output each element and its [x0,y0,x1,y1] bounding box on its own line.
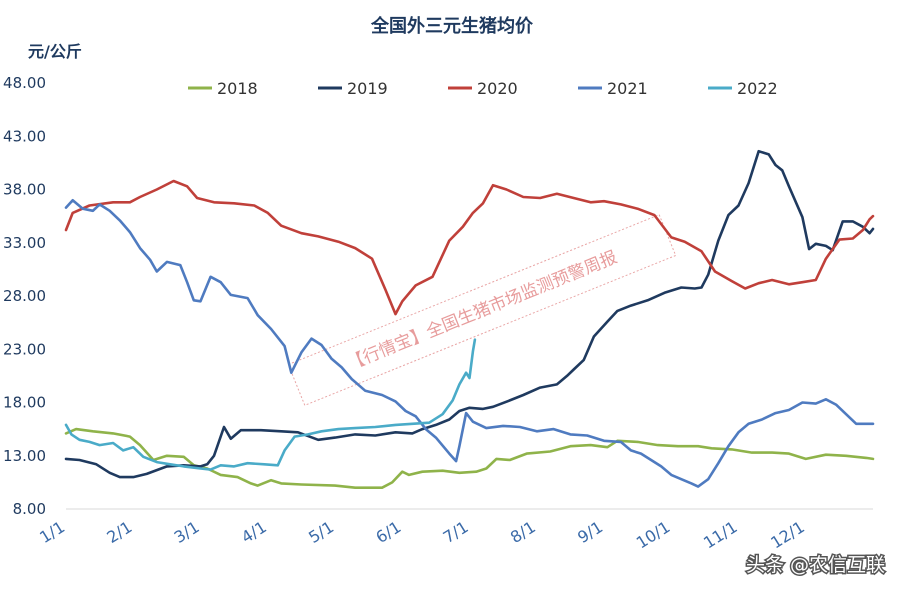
y-tick-label: 43.00 [3,127,46,145]
y-axis: 8.00 13.00 18.00 23.00 28.00 33.00 38.00 43.00 4… [3,74,46,518]
series-group [64,149,875,490]
series-line-2018 [64,427,875,490]
x-tick-label: 5/1 [305,517,337,547]
watermark-text: 【行情宝】全国生猪市场监测预警周报 [345,248,620,375]
x-axis: 1/1 2/1 3/1 4/1 5/1 6/1 7/1 8/1 9/1 10/1 11/1 12/1 [36,517,808,552]
series-line-2022 [64,338,477,471]
chart-title: 全国外三元生猪均价 [370,15,534,37]
x-tick-label: 7/1 [440,517,472,547]
x-tick-label: 4/1 [238,517,270,547]
y-tick-label: 18.00 [3,394,46,412]
y-tick-label: 13.00 [3,447,46,465]
x-tick-label: 8/1 [507,517,539,547]
legend-label-2018: 2018 [217,79,258,98]
legend-item-2021[interactable]: 2021 [578,79,648,98]
legend-item-2019[interactable]: 2019 [318,79,388,98]
series-line-2020 [64,179,875,316]
series-line-2021 [64,198,875,488]
legend-label-2022: 2022 [737,79,778,98]
x-tick-label: 10/1 [633,517,674,552]
legend-item-2018[interactable]: 2018 [188,79,258,98]
y-tick-label: 33.00 [3,234,46,252]
series-line-2019 [64,149,875,479]
x-tick-label: 6/1 [372,517,404,547]
y-tick-label: 28.00 [3,287,46,305]
x-tick-label: 3/1 [171,517,203,547]
credit-badge: 头条 @农信互联 [744,553,886,578]
y-tick-label: 23.00 [3,340,46,358]
legend-label-2019: 2019 [347,79,388,98]
legend-label-2021: 2021 [607,79,648,98]
x-tick-label: 9/1 [574,517,606,547]
x-tick-label: 11/1 [700,517,741,552]
x-tick-label: 12/1 [767,517,808,552]
y-tick-label: 38.00 [3,181,46,199]
legend-item-2022[interactable]: 2022 [708,79,778,98]
legend-item-2020[interactable]: 2020 [448,79,518,98]
x-tick-label: 2/1 [103,517,135,547]
chart-legend: 2018 2019 2020 2021 2022 [188,79,778,98]
y-axis-unit-label: 元/公斤 [28,42,82,61]
y-tick-label: 8.00 [13,500,46,518]
y-tick-label: 48.00 [3,74,46,92]
x-tick-label: 1/1 [36,517,68,547]
credit-text: 头条 @农信互联 [746,554,885,576]
watermark-frame [287,214,677,406]
legend-label-2020: 2020 [477,79,518,98]
